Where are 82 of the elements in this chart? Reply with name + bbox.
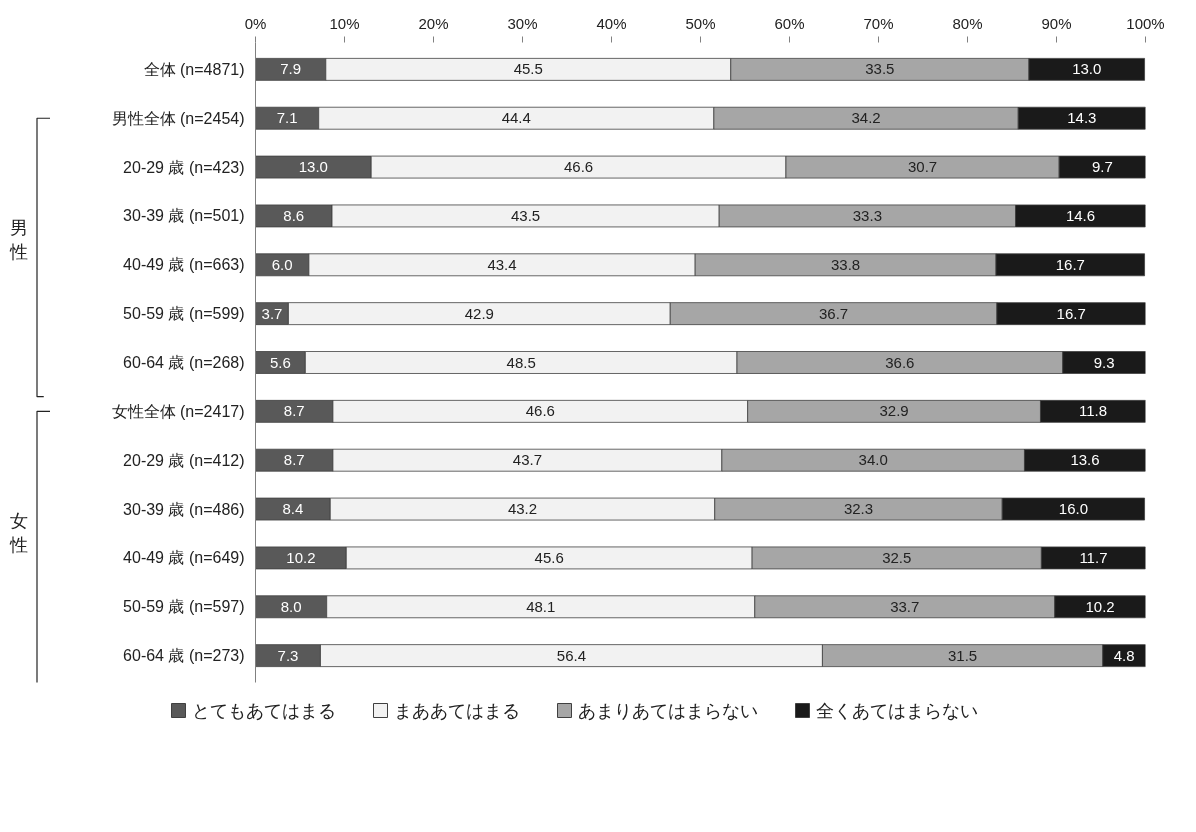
y-tick-label: 20-29 歳 (n=412) xyxy=(123,451,245,469)
y-tick-label: 30-39 歳 (n=486) xyxy=(123,500,245,518)
data-label: 43.2 xyxy=(507,500,538,518)
data-label: 8.7 xyxy=(283,402,305,420)
y-tick-label: 60-64 歳 (n=268) xyxy=(123,354,245,371)
data-label: 30.7 xyxy=(907,158,938,176)
data-label: 31.5 xyxy=(948,646,978,664)
data-label: 33.5 xyxy=(865,60,895,78)
data-label: 5.6 xyxy=(269,353,291,371)
data-label: 34.2 xyxy=(851,109,881,127)
data-label: 9.7 xyxy=(1091,158,1113,176)
data-label: 7.3 xyxy=(277,646,299,664)
data-label: 14.6 xyxy=(1065,206,1096,224)
data-label: 14.3 xyxy=(1067,109,1097,127)
data-label: 3.7 xyxy=(261,304,283,322)
data-label: 43.7 xyxy=(512,451,542,469)
x-tick-label: 50% xyxy=(685,14,716,32)
data-label: 10.2 xyxy=(286,548,316,566)
data-label: 13.0 xyxy=(1072,60,1102,78)
x-tick-label: 100% xyxy=(1126,14,1165,32)
data-label: 11.7 xyxy=(1079,548,1108,566)
y-tick-label: 男性全体 (n=2454) xyxy=(111,109,245,127)
data-label: 46.6 xyxy=(525,402,555,420)
legend-label: あまりあてはまらない xyxy=(577,700,758,721)
data-label: 11.8 xyxy=(1078,402,1108,420)
data-label: 48.5 xyxy=(506,353,536,371)
text: 女性 xyxy=(9,511,28,556)
data-label: 7.9 xyxy=(280,60,302,78)
data-label: 34.0 xyxy=(858,451,888,469)
y-tick-label: 40-49 歳 (n=663) xyxy=(123,256,245,274)
data-label: 4.8 xyxy=(1113,646,1135,664)
x-tick-label: 0% xyxy=(244,14,267,32)
data-label: 45.5 xyxy=(513,60,543,78)
text: 男性 xyxy=(9,218,28,263)
y-tick-label: 30-39 歳 (n=501) xyxy=(123,207,245,225)
data-label: 16.7 xyxy=(1056,304,1086,322)
x-tick-label: 70% xyxy=(863,14,894,32)
y-tick-label: 全体 (n=4871) xyxy=(143,60,245,78)
data-label: 45.6 xyxy=(534,548,564,566)
data-label: 33.3 xyxy=(852,206,882,224)
data-label: 10.2 xyxy=(1085,597,1115,615)
data-label: 6.0 xyxy=(271,255,293,273)
x-tick-label: 40% xyxy=(596,14,627,32)
data-label: 8.6 xyxy=(283,206,305,224)
data-label: 43.4 xyxy=(487,255,517,273)
data-label: 7.1 xyxy=(276,109,298,127)
data-label: 48.1 xyxy=(526,597,556,615)
data-label: 16.7 xyxy=(1055,255,1085,273)
data-label: 8.4 xyxy=(282,500,304,518)
data-label: 46.6 xyxy=(563,158,594,176)
data-label: 42.9 xyxy=(464,304,494,322)
x-tick-label: 10% xyxy=(329,14,360,32)
y-tick-label: 20-29 歳 (n=423) xyxy=(123,158,245,176)
x-tick-label: 80% xyxy=(952,14,983,32)
data-label: 56.4 xyxy=(556,646,587,664)
legend-label: とてもあてはまる xyxy=(191,700,336,721)
y-tick-label: 40-49 歳 (n=649) xyxy=(123,549,245,567)
data-label: 44.4 xyxy=(501,109,531,127)
data-label: 13.6 xyxy=(1070,451,1100,469)
data-label: 32.9 xyxy=(879,402,909,420)
data-label: 33.8 xyxy=(830,255,861,273)
y-tick-label: 女性全体 (n=2417) xyxy=(111,402,245,420)
data-label: 43.5 xyxy=(511,206,541,224)
legend-label: 全くあてはまらない xyxy=(815,700,978,721)
data-label: 36.6 xyxy=(885,353,915,371)
legend-label: まああてはまる xyxy=(393,700,520,721)
y-tick-label: 50-59 歳 (n=597) xyxy=(123,598,245,616)
x-tick-label: 60% xyxy=(774,14,805,32)
data-label: 33.7 xyxy=(890,597,920,615)
data-label: 9.3 xyxy=(1093,353,1115,371)
data-label: 32.3 xyxy=(843,500,874,518)
data-label: 36.7 xyxy=(818,304,849,322)
y-tick-label: 60-64 歳 (n=273) xyxy=(123,647,245,665)
y-tick-label: 50-59 歳 (n=599) xyxy=(123,305,245,323)
data-label: 8.7 xyxy=(283,451,305,469)
data-label: 13.0 xyxy=(298,158,328,176)
data-label: 16.0 xyxy=(1058,500,1089,518)
x-tick-label: 20% xyxy=(418,14,449,32)
x-tick-label: 90% xyxy=(1041,14,1072,32)
data-label: 32.5 xyxy=(882,548,912,566)
x-tick-label: 30% xyxy=(507,14,538,32)
data-label: 8.0 xyxy=(280,597,302,615)
